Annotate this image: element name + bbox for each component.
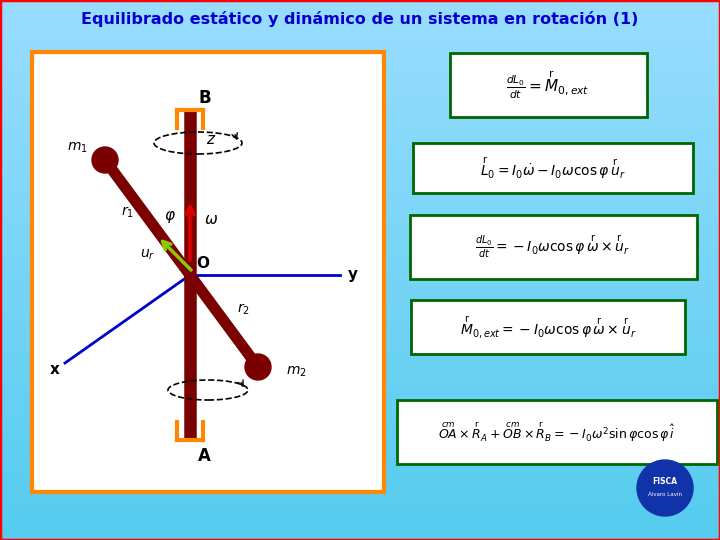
FancyBboxPatch shape [397,400,717,464]
Text: $\omega$: $\omega$ [204,213,218,227]
Text: Álvaro Lavín: Álvaro Lavín [648,491,682,496]
Text: x: x [50,362,60,377]
Text: Equilibrado estático y dinámico de un sistema en rotación (1): Equilibrado estático y dinámico de un si… [81,11,639,27]
Text: $\overset{\mathsf{r}}{L}_0 = I_0\dot{\omega} - I_0\omega\cos\varphi\,\overset{\m: $\overset{\mathsf{r}}{L}_0 = I_0\dot{\om… [480,155,626,181]
FancyBboxPatch shape [32,52,384,492]
Text: $m_2$: $m_2$ [286,365,307,379]
Text: $\varphi$: $\varphi$ [164,209,176,225]
Text: $\overset{cm}{OA}\times\overset{\mathsf{r}}{R}_A + \overset{cm}{OB}\times\overse: $\overset{cm}{OA}\times\overset{\mathsf{… [438,420,676,444]
Text: $r_2$: $r_2$ [237,301,250,316]
Circle shape [245,354,271,380]
FancyBboxPatch shape [449,53,647,117]
Text: $u_r$: $u_r$ [140,248,156,262]
Circle shape [637,460,693,516]
Text: $\frac{dL_0}{dt} = -I_0\omega\cos\varphi\,\overset{\mathsf{r}}{\omega}\times\ove: $\frac{dL_0}{dt} = -I_0\omega\cos\varphi… [475,234,631,260]
FancyBboxPatch shape [410,215,696,279]
Text: $\frac{dL_0}{dt} = \overset{\mathsf{r}}{M}_{0,ext}$: $\frac{dL_0}{dt} = \overset{\mathsf{r}}{… [506,69,590,101]
Text: A: A [198,447,211,465]
Text: y: y [348,267,358,282]
Text: $r_1$: $r_1$ [121,205,134,220]
Text: B: B [198,89,211,107]
Circle shape [92,147,118,173]
Text: FISCA: FISCA [652,477,678,487]
Text: $m_1$: $m_1$ [67,141,87,155]
FancyBboxPatch shape [411,300,685,354]
Text: z: z [206,132,214,147]
Text: $\overset{\mathsf{r}}{M}_{0,ext} = -I_0\omega\cos\varphi\,\overset{\mathsf{r}}{\: $\overset{\mathsf{r}}{M}_{0,ext} = -I_0\… [459,314,636,340]
Text: O: O [196,255,209,271]
FancyBboxPatch shape [413,143,693,193]
